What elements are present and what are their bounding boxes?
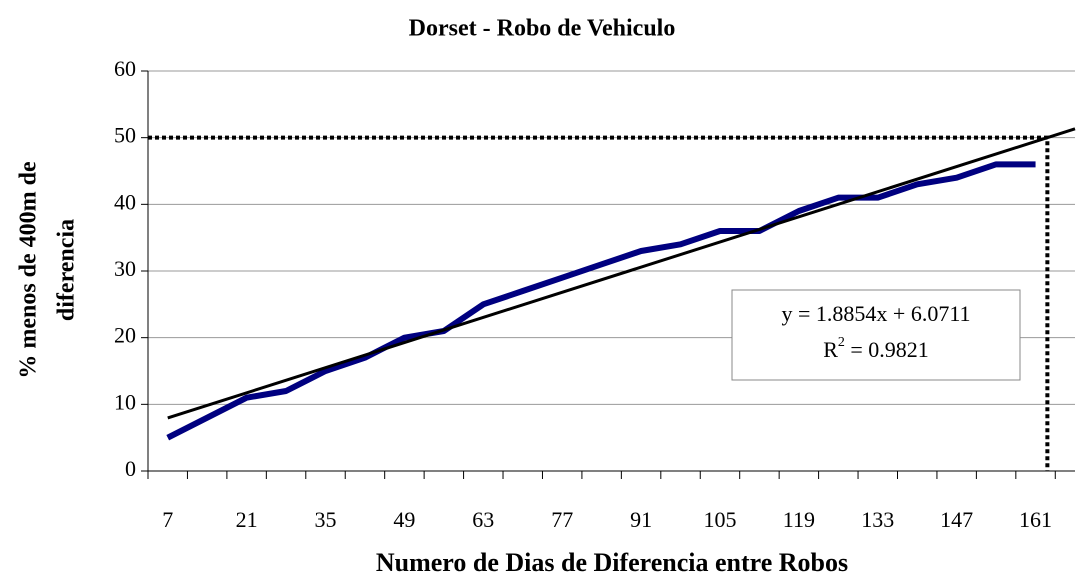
x-tick-label: 133 bbox=[861, 507, 894, 532]
x-tick-label: 21 bbox=[236, 507, 258, 532]
y-tick-label: 60 bbox=[114, 56, 136, 81]
y-tick-label: 50 bbox=[114, 123, 136, 148]
reference-line bbox=[148, 135, 1050, 471]
x-tick-label: 147 bbox=[940, 507, 973, 532]
y-tick-label: 0 bbox=[125, 456, 136, 481]
y-tick-label: 10 bbox=[114, 389, 136, 414]
x-tick-label: 161 bbox=[1019, 507, 1052, 532]
chart-title: Dorset - Robo de Vehiculo bbox=[409, 16, 676, 42]
y-tick-label: 30 bbox=[114, 256, 136, 281]
y-tick-label: 40 bbox=[114, 189, 136, 214]
x-axis-title: Numero de Dias de Diferencia entre Robos bbox=[376, 548, 848, 577]
x-tick-label: 77 bbox=[551, 507, 573, 532]
r-squared-rest: = 0.9821 bbox=[845, 337, 929, 362]
y-axis-title: diferencia bbox=[54, 219, 80, 321]
y-axis-title: % menos de 400m de bbox=[16, 161, 42, 379]
x-tick-label: 49 bbox=[393, 507, 415, 532]
r-squared-base: R bbox=[823, 337, 838, 362]
x-tick-label: 35 bbox=[315, 507, 337, 532]
trendline bbox=[167, 127, 1076, 420]
y-tick-label: 20 bbox=[114, 323, 136, 348]
x-tick-label: 63 bbox=[472, 507, 494, 532]
equation-box bbox=[731, 289, 1021, 381]
equation: y = 1.8854x + 6.0711 bbox=[782, 301, 971, 326]
r-squared-sup: 2 bbox=[838, 335, 845, 350]
x-tick-label: 7 bbox=[162, 507, 173, 532]
x-tick-label: 105 bbox=[703, 507, 736, 532]
x-tick-label: 91 bbox=[630, 507, 652, 532]
r-squared: R2 = 0.9821 bbox=[823, 335, 929, 362]
data-line bbox=[166, 161, 1036, 441]
x-tick-label: 119 bbox=[783, 507, 815, 532]
